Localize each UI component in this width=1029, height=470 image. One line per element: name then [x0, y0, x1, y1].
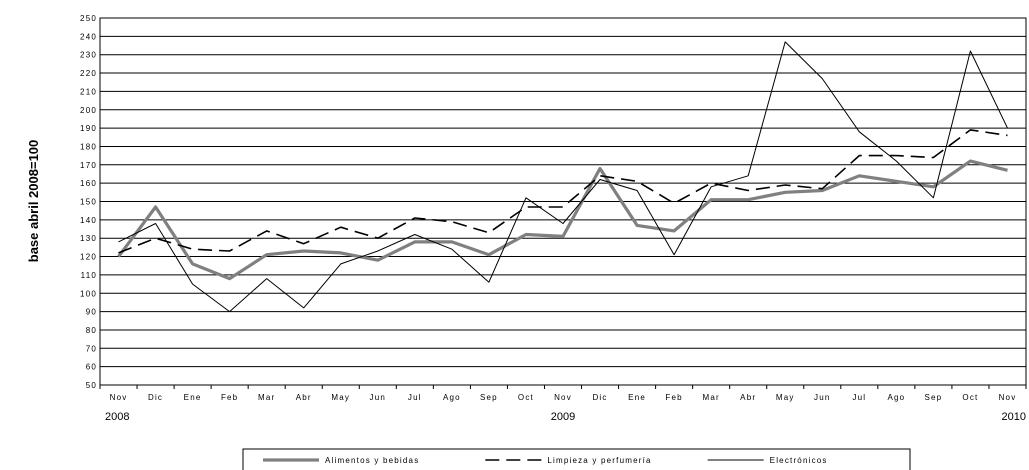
- plot-frame: [99, 17, 1027, 386]
- x-tick-label: Abr: [740, 393, 756, 402]
- x-tick-label: May: [331, 393, 350, 402]
- y-tick-label: 70: [86, 344, 97, 353]
- y-axis-label: base abril 2008=100: [26, 140, 41, 263]
- x-tick-label: Abr: [296, 393, 312, 402]
- x-tick-label: Mar: [258, 393, 275, 402]
- series-line: [117, 159, 1008, 281]
- gridlines: [100, 17, 1026, 386]
- x-tick-label: Nov: [999, 393, 1017, 402]
- x-tick-label: Ago: [887, 393, 905, 402]
- x-tick-label: Feb: [221, 393, 238, 402]
- x-tick-label: Oct: [962, 393, 978, 402]
- y-tick-label: 60: [86, 363, 97, 372]
- legend-label: Alimentos y bebidas: [325, 456, 419, 465]
- year-label: 2010: [1002, 411, 1026, 423]
- x-tick-labels: Nov Dic Ene Feb Mar Abr May Jun Jul Ago Sep Oct Nov D…: [99, 385, 1027, 402]
- y-tick-label: 130: [80, 234, 97, 243]
- y-tick-label: 90: [86, 308, 97, 317]
- year-labels: 2008 2009 2010: [105, 411, 1026, 423]
- x-tick-label: Sep: [480, 393, 498, 402]
- x-tick-label: May: [776, 393, 795, 402]
- y-tick-label: 220: [80, 69, 97, 78]
- y-tick-label: 100: [80, 289, 97, 298]
- x-tick-label: Nov: [110, 393, 128, 402]
- y-tick-label: 150: [80, 198, 97, 207]
- y-tick-labels: 50 60 70 80 90 100 110 120 130 140 150 160 170 180 190…: [80, 14, 97, 390]
- y-tick-label: 160: [80, 179, 97, 188]
- year-label: 2008: [105, 411, 129, 423]
- x-tick-label: Jul: [852, 393, 866, 402]
- x-tick-label: Dic: [148, 393, 163, 402]
- x-tick-label: Mar: [702, 393, 719, 402]
- x-tick-label: Jun: [814, 393, 831, 402]
- series-line: [118, 41, 1008, 313]
- y-tick-label: 140: [80, 216, 97, 225]
- y-tick-label: 250: [80, 14, 97, 23]
- y-tick-label: 50: [86, 381, 97, 390]
- y-tick-label: 230: [80, 51, 97, 60]
- x-tick-label: Nov: [554, 393, 572, 402]
- y-tick-label: 190: [80, 124, 97, 133]
- x-tick-label: Feb: [665, 393, 682, 402]
- x-tick-label: Sep: [924, 393, 942, 402]
- y-tick-label: 120: [80, 253, 97, 262]
- x-tick-label: Ago: [443, 393, 461, 402]
- x-tick-label: Ene: [184, 393, 202, 402]
- y-tick-label: 210: [80, 87, 97, 96]
- y-tick-label: 80: [86, 326, 97, 335]
- y-tick-label: 180: [80, 142, 97, 151]
- legend: Alimentos y bebidas Limpieza y perfumería…: [242, 448, 911, 470]
- legend-label: Limpieza y perfumería: [547, 456, 651, 465]
- y-tick-label: 110: [81, 271, 97, 280]
- x-tick-label: Dic: [592, 393, 607, 402]
- y-tick-label: 200: [80, 106, 97, 115]
- x-tick-label: Jun: [370, 393, 387, 402]
- y-tick-label: 240: [80, 32, 97, 41]
- series-line: [118, 129, 1008, 254]
- y-tick-label: 170: [80, 161, 97, 170]
- x-tick-label: Ene: [628, 393, 646, 402]
- legend-label: Electrónicos: [770, 456, 828, 465]
- series-lines: [117, 41, 1008, 313]
- x-tick-label: Jul: [408, 393, 422, 402]
- x-tick-label: Oct: [518, 393, 534, 402]
- year-label: 2009: [551, 411, 575, 423]
- legend-box: [242, 448, 911, 470]
